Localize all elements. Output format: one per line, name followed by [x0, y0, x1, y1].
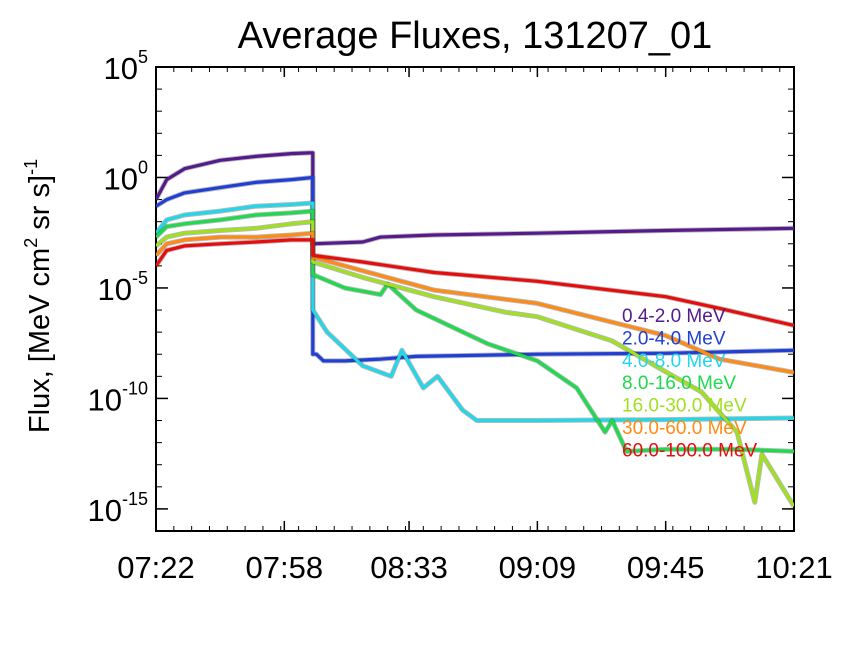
y-tick-exponent: -10: [122, 378, 148, 398]
series-layer: [156, 150, 794, 508]
y-axis-label-superscript: 2: [21, 238, 41, 248]
plot-area-frame: [155, 66, 795, 532]
y-tick-label: 105: [104, 47, 149, 86]
legend-entry: 4.0-8.0 MeV: [622, 351, 726, 372]
y-tick-exponent: -15: [122, 489, 148, 509]
y-tick-base: 10: [104, 161, 138, 196]
y-tick-base: 10: [104, 51, 138, 86]
y-tick-exponent: -5: [132, 268, 148, 288]
y-tick-base: 10: [88, 382, 122, 417]
series-line-3: [156, 201, 794, 423]
y-tick-label: 10-15: [88, 489, 149, 528]
series-line-5: [156, 220, 794, 508]
y-tick-label: 10-10: [88, 378, 149, 417]
legend-entry: 60.0-100.0 MeV: [622, 440, 758, 461]
y-tick-label: 100: [104, 157, 149, 196]
x-tick-label: 07:58: [246, 550, 324, 585]
legend-entry: 30.0-60.0 MeV: [622, 418, 747, 439]
y-tick-label: 10-5: [98, 268, 149, 307]
chart-title: Average Fluxes, 131207_01: [238, 15, 713, 57]
legend-entry: 2.0-4.0 MeV: [622, 328, 726, 349]
y-axis-label-part: sr s]: [24, 175, 56, 238]
x-tick-label: 10:21: [755, 550, 833, 585]
y-tick-exponent: 5: [138, 47, 148, 67]
y-tick-exponent: 0: [138, 157, 148, 177]
y-axis-label-part: Flux, [MeV cm: [24, 248, 56, 433]
series-line-7: [156, 238, 794, 328]
x-tick-label: 07:22: [117, 550, 195, 585]
x-tick-label: 09:45: [627, 550, 705, 585]
series-line-2: [156, 175, 794, 363]
legend-entry: 0.4-2.0 MeV: [622, 306, 726, 327]
x-tick-label: 08:33: [370, 550, 448, 585]
x-axis: 07:22 07:58 08:33 09:09 09:45 10:21: [117, 67, 833, 585]
legend-entry: 8.0-16.0 MeV: [622, 373, 736, 394]
x-tick-label: 09:09: [499, 550, 577, 585]
y-axis-label: Flux, [MeV cm2 sr s]-1: [21, 159, 56, 433]
legend-entry: 16.0-30.0 MeV: [622, 396, 747, 417]
y-tick-base: 10: [98, 272, 132, 307]
y-axis-label-superscript: -1: [21, 159, 41, 175]
y-tick-base: 10: [88, 493, 122, 528]
series-line-1: [156, 151, 794, 246]
